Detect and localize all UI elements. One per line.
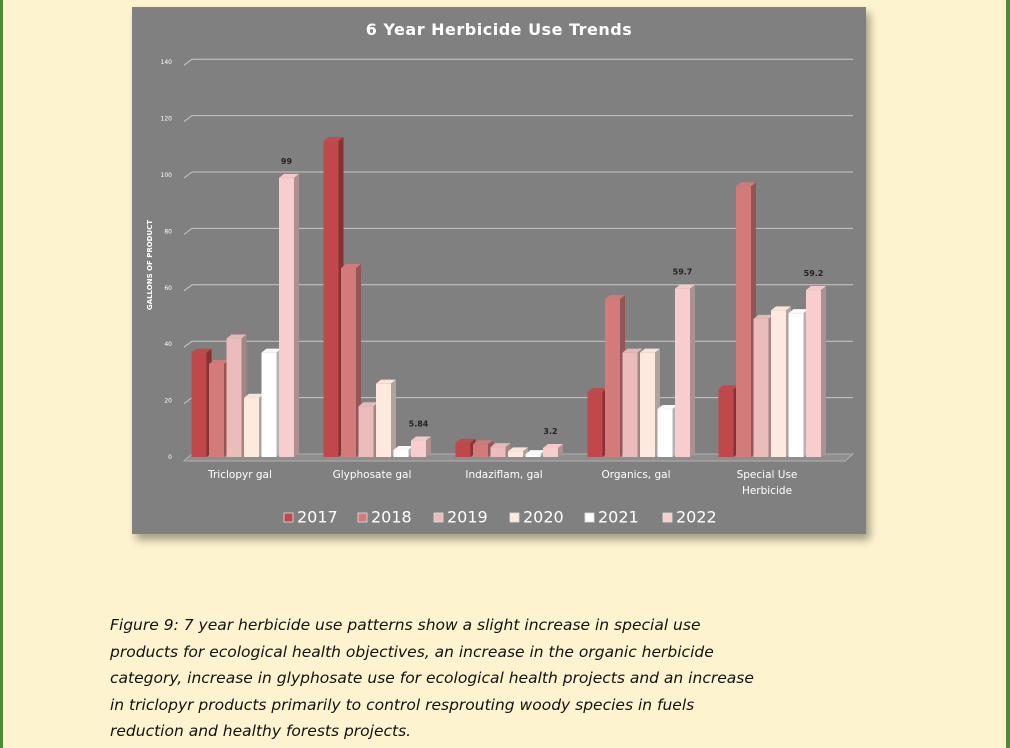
y-tick-label: 60: [164, 285, 172, 292]
bar-organics-gal-2017: [587, 388, 608, 457]
bar-organics-gal-2022: [675, 284, 695, 457]
bar-triclopyr-gal-2018: [209, 359, 229, 457]
bar-special-use-herbicide-2019: [753, 314, 774, 457]
page-border-left: [0, 0, 3, 748]
legend-item-2019: 2019: [433, 508, 488, 527]
page-border-right: [1006, 0, 1010, 748]
gridline-40: [183, 340, 193, 348]
bar-glyphosate-gal-2018: [341, 264, 361, 457]
bar-special-use-herbicide-2022: [806, 286, 826, 457]
legend-item-2018: 2018: [357, 508, 412, 527]
bars: [191, 137, 826, 457]
data-label-indaziflam-gal: 3.2: [543, 427, 557, 436]
y-tick-label: 80: [164, 228, 172, 235]
gridline-140: [183, 58, 193, 66]
legend-item-2020: 2020: [509, 508, 564, 527]
bar-indaziflam-gal-2022: [543, 443, 563, 457]
bar-glyphosate-gal-2021: [393, 445, 414, 457]
bar-chart: 6 Year Herbicide Use Trends 0 20 40 60 80 100…: [146, 20, 855, 527]
x-tick-label-indaziflam-gal: Indaziflam, gal: [465, 469, 542, 481]
y-axis-ticks: 0 20 40 60 80 100 120 140: [161, 59, 173, 461]
bar-special-use-herbicide-2017: [718, 385, 739, 457]
data-label-triclopyr-gal: 99: [281, 157, 293, 166]
y-tick-label: 100: [161, 172, 173, 179]
gridline-120: [183, 115, 193, 122]
gridline-20: [183, 397, 193, 405]
bar-indaziflam-gal-2020: [508, 447, 528, 457]
x-axis-labels: Triclopyr gal Glyphosate gal Indaziflam, g…: [207, 469, 797, 497]
svg-text:2020: 2020: [523, 508, 564, 527]
bar-triclopyr-gal-2019: [226, 334, 247, 457]
data-label-special-use-herbicide: 59.2: [804, 269, 824, 278]
gridline-100: [183, 171, 193, 179]
bar-glyphosate-gal-2019: [358, 402, 379, 457]
y-axis-label: GALLONS OF PRODUCT: [146, 220, 154, 310]
y-tick-label: 140: [161, 59, 173, 66]
bar-special-use-herbicide-2021: [788, 309, 809, 457]
bar-glyphosate-gal-2020: [376, 379, 396, 457]
figure-caption: Figure 9: 7 year herbicide use patterns …: [110, 616, 754, 740]
data-label-glyphosate-gal: 5.84: [409, 420, 429, 429]
bar-indaziflam-gal-2019: [490, 443, 511, 457]
x-tick-label-special-use-herbicide: Special Use Herbicide: [737, 469, 798, 497]
data-labels: 99 5.84 3.2 59.7 59.2: [281, 157, 823, 436]
y-tick-label: 120: [161, 116, 173, 123]
bar-indaziflam-gal-2018: [473, 440, 493, 457]
gridline-60: [183, 284, 193, 292]
svg-text:2021: 2021: [598, 508, 639, 527]
bar-triclopyr-gal-2021: [261, 348, 282, 457]
y-tick-label: 0: [168, 454, 172, 461]
legend-item-2021: 2021: [584, 508, 639, 527]
bar-triclopyr-gal-2022: [279, 173, 299, 457]
bar-organics-gal-2021: [657, 405, 678, 457]
gridline-80: [183, 227, 193, 235]
chart-panel: 6 Year Herbicide Use Trends 0 20 40 60 80 100…: [132, 7, 866, 534]
x-tick-label-glyphosate-gal: Glyphosate gal: [333, 469, 412, 481]
legend-item-2017: 2017: [283, 508, 338, 527]
legend: 2017 2018 2019 2020 2021 2022: [283, 508, 717, 527]
bar-organics-gal-2019: [622, 348, 643, 457]
svg-text:2019: 2019: [447, 508, 488, 527]
bar-triclopyr-gal-2017: [191, 348, 212, 457]
legend-item-2022: 2022: [662, 508, 717, 527]
bar-special-use-herbicide-2018: [736, 182, 756, 457]
bar-indaziflam-gal-2017: [455, 438, 476, 457]
data-label-organics-gal: 59.7: [673, 268, 693, 277]
svg-text:2018: 2018: [371, 508, 412, 527]
chart-title: 6 Year Herbicide Use Trends: [366, 20, 633, 39]
bar-glyphosate-gal-2022: [411, 436, 431, 457]
bar-triclopyr-gal-2020: [244, 393, 264, 457]
y-tick-label: 40: [164, 341, 172, 348]
svg-text:2022: 2022: [676, 508, 717, 527]
svg-text:2017: 2017: [297, 508, 338, 527]
bar-organics-gal-2020: [640, 348, 660, 457]
bar-glyphosate-gal-2017: [323, 137, 344, 457]
x-tick-label-triclopyr-gal: Triclopyr gal: [207, 469, 272, 481]
y-tick-label: 20: [164, 398, 172, 405]
bar-special-use-herbicide-2020: [771, 306, 791, 457]
bar-organics-gal-2018: [605, 295, 625, 457]
x-tick-label-organics-gal: Organics, gal: [601, 469, 670, 481]
